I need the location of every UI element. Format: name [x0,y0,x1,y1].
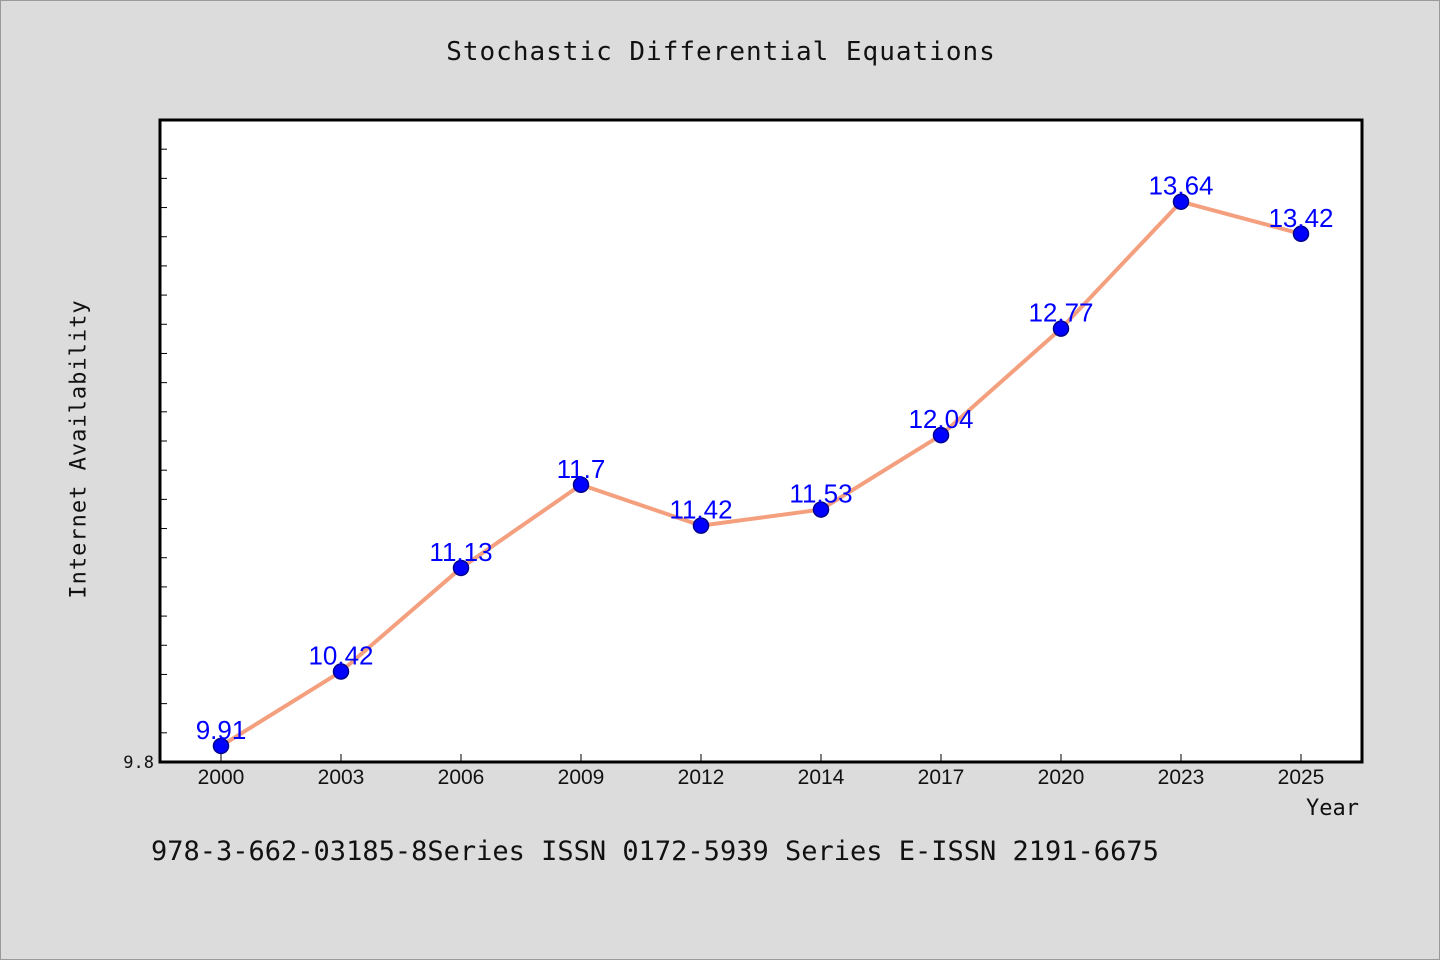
data-point-marker [692,517,710,534]
data-label: 9.91 [196,715,247,745]
data-label: 13.64 [1148,171,1213,201]
x-tick-label: 2000 [198,766,245,789]
data-label: 11.7 [557,454,606,484]
x-tick-label: 2025 [1278,766,1325,789]
data-label: 11.42 [669,495,732,525]
footer-isbn-text: 978-3-662-03185-8Series ISSN 0172-5939 S… [151,836,1159,867]
x-tick-label: 2014 [798,766,845,789]
x-tick-label: 2009 [558,766,605,789]
x-axis-label: Year [1306,796,1359,821]
axis-ticks: 9.8 2000 2003 2006 2009 2012 2014 2017 2020 2023 2… [123,148,1325,789]
data-label: 11.53 [789,479,852,509]
data-point-marker [932,426,950,444]
data-point-marker [212,737,230,755]
chart-title: Stochastic Differential Equations [446,37,996,67]
data-label: 11.13 [429,537,492,567]
x-tick-label: 2017 [918,766,965,789]
data-point-marker [812,501,830,518]
data-label: 12.04 [908,404,973,434]
series-marker-layer [212,193,1310,755]
data-point-marker [1292,225,1310,243]
x-tick-label: 2003 [318,766,365,789]
data-label: 12.77 [1028,298,1093,328]
data-point-marker [572,476,590,494]
x-tick-label: 2012 [678,766,725,789]
x-tick-label: 2006 [438,766,485,789]
data-point-marker [332,663,350,680]
data-label-layer: 9.91 10.42 11.13 11.7 11.42 11.53 12.04 12.77 13… [196,171,1334,745]
series-line [219,199,1303,748]
x-tick-label: 2023 [1158,766,1205,789]
data-point-marker [1172,193,1190,210]
data-point-marker [1052,320,1070,337]
x-tick-label: 2020 [1038,766,1085,789]
data-point-marker [452,559,470,577]
series-line-layer [219,199,1303,748]
data-label: 10.42 [308,641,373,671]
y-tick-label: 9.8 [123,753,154,773]
data-label: 13.42 [1268,203,1333,233]
